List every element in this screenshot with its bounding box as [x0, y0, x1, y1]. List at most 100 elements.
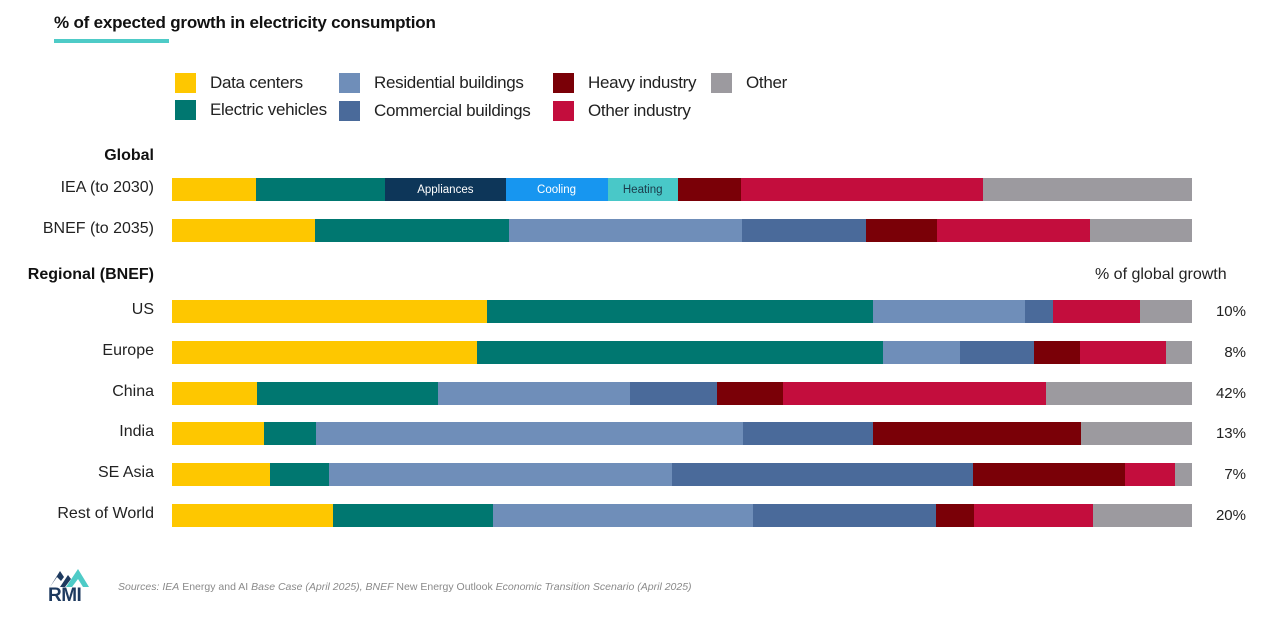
bar-segment-residential-buildings: [329, 463, 672, 486]
legend-swatch-commercial-buildings: [339, 101, 360, 121]
bar-segment-other: [1139, 300, 1192, 323]
bar-segment-electric-vehicles: [477, 341, 883, 364]
bar-segment-other: [1174, 463, 1192, 486]
share-value-china: 42%: [1215, 385, 1246, 402]
group-label-regional: Regional (BNEF): [27, 266, 154, 283]
bar-segment-other-industry: [1053, 300, 1140, 323]
title-underline: [54, 39, 169, 43]
bar-segment-commercial-buildings: [960, 341, 1034, 364]
bar-segment-commercial-buildings: [753, 504, 936, 527]
bar-segment-residential-buildings: [493, 504, 754, 527]
bar-segment-commercial-buildings: [1024, 300, 1054, 323]
legend-item-residential-buildings: Residential buildings: [339, 73, 524, 93]
bar-segment-other: [1093, 504, 1192, 527]
bar-segment-other-industry: [1124, 463, 1175, 486]
row-label-iea-to-2030: IEA (to 2030): [60, 179, 154, 196]
sources-part: Energy and AI: [179, 581, 252, 593]
bar-segment-data-centers: [172, 463, 270, 486]
bar-segment-heavy-industry: [677, 178, 742, 201]
bar-segment-electric-vehicles: [487, 300, 874, 323]
legend-label: Commercial buildings: [374, 101, 531, 120]
bar-segment-other-industry: [782, 382, 1046, 405]
chart-title: % of expected growth in electricity cons…: [54, 13, 436, 32]
row-label-europe: Europe: [102, 342, 154, 359]
row-label-bnef-to-2035: BNEF (to 2035): [42, 220, 154, 237]
bar-segment-data-centers: [172, 300, 488, 323]
bar-rest-of-world: [172, 504, 1192, 527]
bar-segment-data-centers: [172, 341, 478, 364]
bar-segment-heating: Heating: [607, 178, 678, 201]
legend-item-data-centers: Data centers: [175, 73, 303, 93]
bar-segment-data-centers: [172, 504, 334, 527]
logo-text: RMI: [48, 585, 82, 606]
legend-swatch-other-industry: [553, 101, 574, 121]
bar-segment-electric-vehicles: [333, 504, 494, 527]
bar-segment-heavy-industry: [935, 504, 974, 527]
bar-segment-cooling: Cooling: [505, 178, 608, 201]
row-label-rest-of-world: Rest of World: [57, 505, 154, 522]
legend-label: Other industry: [588, 101, 691, 120]
bar-segment-commercial-buildings: [671, 463, 973, 486]
bar-segment-commercial-buildings: [630, 382, 718, 405]
bar-segment-commercial-buildings: [743, 422, 873, 445]
legend-label: Heavy industry: [588, 73, 697, 92]
bar-segment-residential-buildings: [873, 300, 1025, 323]
legend-label: Data centers: [210, 73, 303, 92]
bar-segment-data-centers: [172, 382, 257, 405]
bar-segment-other: [1166, 341, 1192, 364]
legend-swatch-residential-buildings: [339, 73, 360, 93]
legend-item-other: Other: [711, 73, 787, 93]
bar-segment-residential-buildings: [438, 382, 631, 405]
bar-segment-other: [1080, 422, 1192, 445]
bar-segment-residential-buildings: [315, 422, 744, 445]
bar-segment-commercial-buildings: [742, 219, 866, 242]
bar-segment-electric-vehicles: [256, 382, 439, 405]
share-value-india: 13%: [1215, 425, 1246, 442]
row-label-se-asia: SE Asia: [97, 464, 154, 481]
row-label-india: India: [119, 423, 154, 440]
bar-china: [172, 382, 1192, 405]
bar-segment-heavy-industry: [865, 219, 937, 242]
bar-segment-appliances: Appliances: [385, 178, 506, 201]
legend-swatch-heavy-industry: [553, 73, 574, 93]
bar-segment-data-centers: [172, 219, 315, 242]
legend-swatch-data-centers: [175, 73, 196, 93]
share-value-europe: 8%: [1224, 344, 1246, 361]
sources-part: IEA: [162, 581, 180, 593]
legend-swatch-other: [711, 73, 732, 93]
share-header: % of global growth: [1095, 266, 1227, 283]
bar-segment-electric-vehicles: [255, 178, 386, 201]
row-label-us: US: [131, 301, 154, 318]
share-value-se-asia: 7%: [1224, 466, 1246, 483]
legend-label: Electric vehicles: [210, 100, 327, 119]
legend-label: Other: [746, 73, 788, 92]
legend-item-electric-vehicles: Electric vehicles: [175, 100, 327, 120]
bar-segment-other: [982, 178, 1192, 201]
legend-item-other-industry: Other industry: [553, 101, 691, 121]
bar-segment-electric-vehicles: [263, 422, 316, 445]
sources-note: Sources: IEA Energy and AI Base Case (Ap…: [118, 581, 692, 593]
bar-india: [172, 422, 1192, 445]
legend-label: Residential buildings: [374, 73, 524, 92]
bar-segment-heavy-industry: [1033, 341, 1080, 364]
legend-swatch-electric-vehicles: [175, 100, 196, 120]
bar-segment-residential-buildings: [508, 219, 743, 242]
bar-segment-other-industry: [1079, 341, 1167, 364]
mountain-icon: [50, 569, 89, 587]
bar-segment-data-centers: [172, 178, 256, 201]
bar-iea-to-2030: Appliances Cooling Heating: [172, 178, 1192, 201]
bar-europe: [172, 341, 1192, 364]
bar-bnef-to-2035: [172, 219, 1192, 242]
bar-us: [172, 300, 1192, 323]
rmi-logo: RMI: [48, 567, 92, 607]
legend-item-commercial-buildings: Commercial buildings: [339, 101, 531, 121]
bar-segment-other: [1045, 382, 1192, 405]
bar-segment-other: [1089, 219, 1192, 242]
bar-segment-data-centers: [172, 422, 264, 445]
share-value-rest-of-world: 20%: [1215, 507, 1246, 524]
bar-segment-electric-vehicles: [269, 463, 330, 486]
share-value-us: 10%: [1215, 303, 1246, 320]
row-label-china: China: [112, 383, 154, 400]
sources-part: New Energy Outlook: [393, 581, 496, 593]
group-label-global: Global: [104, 147, 154, 164]
